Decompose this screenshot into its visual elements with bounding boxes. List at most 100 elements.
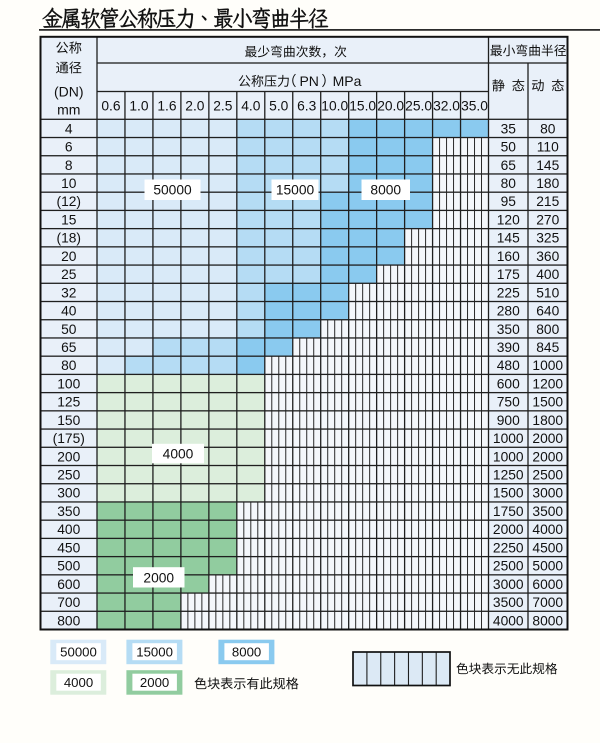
svg-text:8000: 8000: [370, 183, 401, 198]
svg-text:510: 510: [536, 285, 559, 300]
svg-text:6: 6: [65, 140, 73, 155]
svg-text:350: 350: [497, 322, 520, 337]
svg-text:4000: 4000: [64, 675, 93, 690]
svg-text:180: 180: [536, 176, 559, 191]
svg-text:5.0: 5.0: [269, 99, 289, 114]
svg-text:15.0: 15.0: [349, 99, 376, 114]
svg-text:50000: 50000: [60, 644, 97, 659]
svg-text:400: 400: [536, 267, 559, 282]
svg-text:280: 280: [497, 304, 520, 319]
svg-text:400: 400: [57, 522, 80, 537]
svg-text:450: 450: [57, 540, 80, 555]
svg-text:390: 390: [497, 340, 520, 355]
svg-text:32: 32: [61, 285, 76, 300]
svg-text:2250: 2250: [493, 540, 524, 555]
svg-text:325: 325: [536, 231, 559, 246]
svg-text:2000: 2000: [143, 570, 174, 585]
svg-text:8000: 8000: [232, 644, 261, 659]
svg-text:3500: 3500: [532, 504, 563, 519]
svg-text:2000: 2000: [532, 431, 563, 446]
svg-text:80: 80: [501, 176, 517, 191]
svg-text:4: 4: [65, 121, 73, 136]
svg-text:4.0: 4.0: [241, 99, 261, 114]
svg-text:500: 500: [57, 559, 80, 574]
svg-text:160: 160: [497, 249, 520, 264]
svg-text:1750: 1750: [493, 504, 524, 519]
svg-text:15000: 15000: [136, 644, 173, 659]
svg-text:15000: 15000: [276, 183, 315, 198]
svg-text:1500: 1500: [493, 486, 524, 501]
svg-text:6000: 6000: [532, 577, 563, 592]
svg-text:200: 200: [57, 449, 80, 464]
svg-text:1000: 1000: [532, 358, 563, 373]
svg-text:4000: 4000: [163, 446, 194, 461]
svg-text:65: 65: [501, 158, 517, 173]
svg-text:95: 95: [501, 194, 517, 209]
svg-text:145: 145: [536, 158, 559, 173]
svg-text:(DN): (DN): [54, 84, 84, 100]
svg-text:5000: 5000: [532, 559, 563, 574]
svg-text:10: 10: [61, 176, 77, 191]
svg-text:250: 250: [57, 468, 80, 483]
svg-text:1.6: 1.6: [157, 99, 177, 114]
svg-text:360: 360: [536, 249, 559, 264]
svg-text:2500: 2500: [493, 559, 524, 574]
svg-text:6.3: 6.3: [297, 99, 317, 114]
svg-text:2.5: 2.5: [213, 99, 233, 114]
svg-text:1250: 1250: [493, 468, 524, 483]
svg-text:50: 50: [61, 322, 77, 337]
svg-text:mm: mm: [57, 102, 80, 118]
svg-text:640: 640: [536, 304, 559, 319]
svg-text:2.0: 2.0: [185, 99, 205, 114]
svg-text:1000: 1000: [493, 449, 524, 464]
svg-text:845: 845: [536, 340, 559, 355]
svg-text:800: 800: [536, 322, 559, 337]
svg-text:125: 125: [57, 395, 80, 410]
svg-text:3000: 3000: [493, 577, 524, 592]
svg-text:80: 80: [540, 121, 556, 136]
svg-text:(12): (12): [56, 194, 81, 209]
svg-text:4500: 4500: [532, 540, 563, 555]
svg-text:215: 215: [536, 194, 559, 209]
svg-text:1000: 1000: [493, 431, 524, 446]
svg-text:25: 25: [61, 267, 77, 282]
svg-text:900: 900: [497, 413, 520, 428]
svg-text:32.0: 32.0: [433, 99, 460, 114]
svg-text:225: 225: [497, 285, 520, 300]
svg-text:800: 800: [57, 613, 80, 628]
svg-text:350: 350: [57, 504, 80, 519]
svg-text:20: 20: [61, 249, 77, 264]
svg-text:750: 750: [497, 395, 520, 410]
svg-text:65: 65: [61, 340, 77, 355]
svg-text:1200: 1200: [532, 376, 563, 391]
svg-text:7000: 7000: [532, 595, 563, 610]
svg-text:600: 600: [57, 577, 80, 592]
svg-text:145: 145: [497, 231, 520, 246]
svg-text:35: 35: [501, 121, 517, 136]
svg-text:0.6: 0.6: [101, 99, 121, 114]
svg-text:(18): (18): [56, 231, 81, 246]
svg-text:35.0: 35.0: [461, 99, 488, 114]
svg-text:8000: 8000: [532, 613, 563, 628]
svg-text:150: 150: [57, 413, 80, 428]
svg-text:10.0: 10.0: [321, 99, 348, 114]
svg-text:100: 100: [57, 376, 80, 391]
svg-text:2000: 2000: [532, 449, 563, 464]
svg-text:120: 120: [497, 212, 520, 227]
svg-text:20.0: 20.0: [377, 99, 404, 114]
svg-text:2500: 2500: [532, 468, 563, 483]
svg-text:1800: 1800: [532, 413, 563, 428]
svg-text:15: 15: [61, 212, 77, 227]
svg-text:2000: 2000: [140, 675, 169, 690]
svg-text:175: 175: [497, 267, 520, 282]
svg-text:2000: 2000: [493, 522, 524, 537]
svg-text:PN: PN: [299, 73, 318, 89]
svg-text:80: 80: [61, 358, 77, 373]
svg-text:4000: 4000: [493, 613, 524, 628]
svg-text:50: 50: [501, 140, 517, 155]
svg-text:4000: 4000: [532, 522, 563, 537]
svg-text:700: 700: [57, 595, 80, 610]
svg-text:480: 480: [497, 358, 520, 373]
svg-text:3500: 3500: [493, 595, 524, 610]
svg-text:8: 8: [65, 158, 73, 173]
